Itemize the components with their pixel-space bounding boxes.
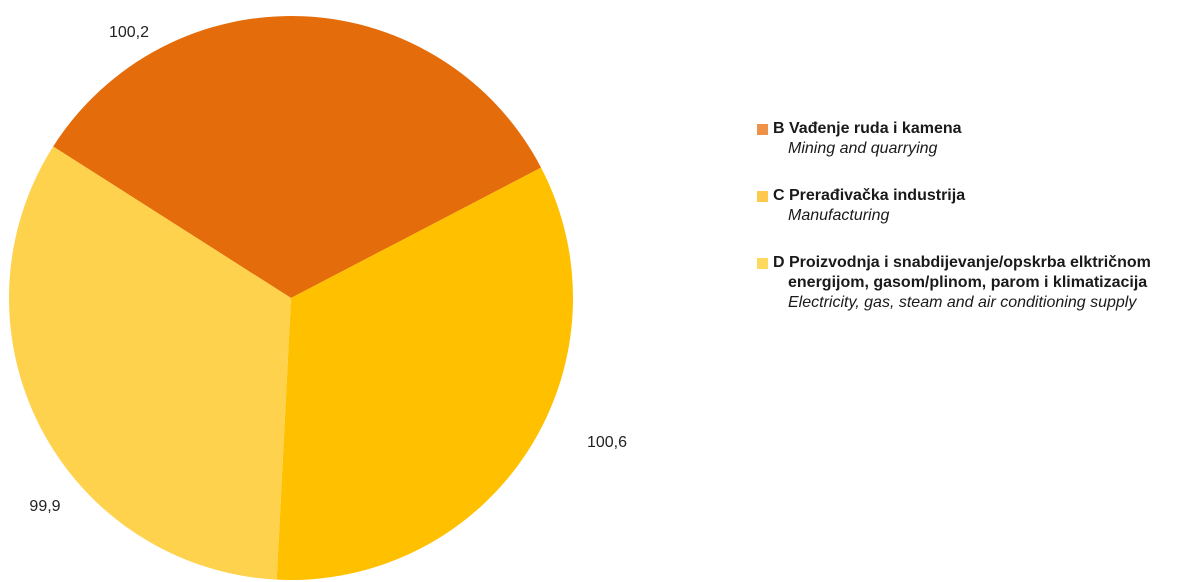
legend-item-electricity: D Proizvodnja i snabdijevanje/opskrba el… <box>757 253 1172 313</box>
pie-slice-mining <box>53 15 542 298</box>
pie-slice-manufacturing <box>276 167 573 580</box>
legend-item-manufacturing: C Prerađivačka industrija Manufacturing <box>757 186 1172 226</box>
data-label-electricity: 99,9 <box>29 498 60 515</box>
legend: B Vađenje ruda i kamena Mining and quarr… <box>757 119 1172 313</box>
legend-title-manufacturing: C Prerađivačka industrija <box>773 187 966 204</box>
legend-subtitle-electricity: Electricity, gas, steam and air conditio… <box>788 294 1137 311</box>
legend-swatch-electricity <box>757 258 768 269</box>
pie-chart: 100,2 100,6 99,9 <box>8 15 627 580</box>
legend-title-mining: B Vađenje ruda i kamena <box>773 120 962 137</box>
legend-title-electricity-line2: energijom, gasom/plinom, parom i klimati… <box>788 274 1148 291</box>
legend-subtitle-mining: Mining and quarrying <box>788 140 938 157</box>
legend-title-electricity: D Proizvodnja i snabdijevanje/opskrba el… <box>773 253 1172 293</box>
data-label-mining: 100,2 <box>109 24 149 41</box>
legend-subtitle-manufacturing: Manufacturing <box>788 207 890 224</box>
data-label-manufacturing: 100,6 <box>587 434 627 451</box>
pie-slices <box>8 15 573 580</box>
pie-slice-electricity <box>8 146 292 580</box>
legend-swatch-mining <box>757 124 768 135</box>
legend-title-electricity-line1: D Proizvodnja i snabdijevanje/opskrba el… <box>773 254 1151 271</box>
legend-item-mining: B Vađenje ruda i kamena Mining and quarr… <box>757 119 1172 159</box>
legend-swatch-manufacturing <box>757 191 768 202</box>
